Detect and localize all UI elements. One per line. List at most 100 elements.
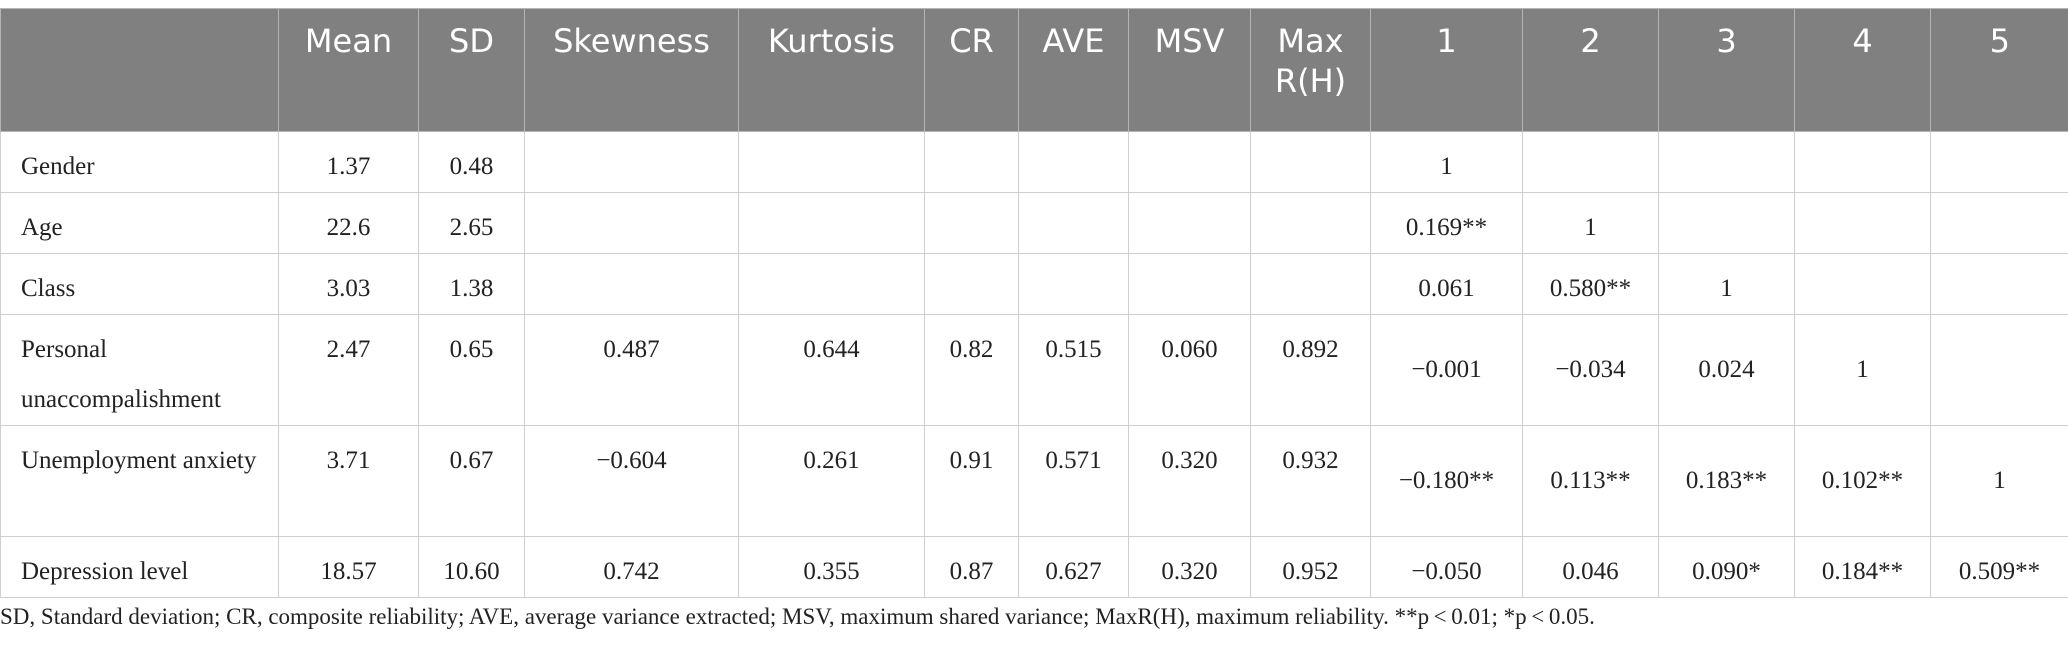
header-cell: Kurtosis [738, 8, 925, 132]
table-row: Depression level 18.57 10.60 0.742 0.355… [0, 536, 2068, 598]
table-cell [1250, 131, 1371, 193]
table-row: Personal unaccompalishment 2.47 0.65 0.4… [0, 314, 2068, 426]
table-cell: −0.001 [1370, 314, 1523, 426]
table-cell: 18.57 [278, 536, 419, 598]
table-cell: 0.952 [1250, 536, 1371, 598]
table-cell [1128, 253, 1251, 315]
table-cell: 10.60 [418, 536, 525, 598]
table-cell: 1 [1370, 131, 1523, 193]
table-cell [1128, 192, 1251, 254]
table-cell: 2.47 [278, 314, 419, 426]
table-row: Age 22.6 2.65 0.169** 1 [0, 192, 2068, 254]
table-cell: −0.034 [1522, 314, 1659, 426]
table-cell: 0.184** [1794, 536, 1931, 598]
table-cell: 0.65 [418, 314, 525, 426]
table-cell [1250, 253, 1371, 315]
header-cell [0, 8, 279, 132]
table-cell: 0.580** [1522, 253, 1659, 315]
table-cell: 0.509** [1930, 536, 2068, 598]
table-cell [1018, 192, 1129, 254]
table-cell [1794, 253, 1931, 315]
table-cell: 0.742 [524, 536, 739, 598]
table-cell: 0.571 [1018, 425, 1129, 537]
header-cell: 3 [1658, 8, 1795, 132]
row-label: Age [0, 192, 279, 254]
table-cell: 0.487 [524, 314, 739, 426]
table-cell: 0.67 [418, 425, 525, 537]
table-cell: 0.515 [1018, 314, 1129, 426]
table-cell: 0.183** [1658, 425, 1795, 537]
table-cell [1018, 253, 1129, 315]
correlation-table-container: Mean SD Skewness Kurtosis CR AVE MSV Max… [0, 8, 2068, 598]
table-cell: 0.024 [1658, 314, 1795, 426]
table-cell: 0.090* [1658, 536, 1795, 598]
table-cell: 0.892 [1250, 314, 1371, 426]
table-cell: 0.046 [1522, 536, 1659, 598]
table-cell: 0.113** [1522, 425, 1659, 537]
table-cell [1128, 131, 1251, 193]
table-cell: 2.65 [418, 192, 525, 254]
table-cell: −0.180** [1370, 425, 1523, 537]
table-cell: 0.48 [418, 131, 525, 193]
table-cell [1018, 131, 1129, 193]
header-cell: Max R(H) [1250, 8, 1371, 132]
table-cell: 22.6 [278, 192, 419, 254]
table-cell [924, 253, 1019, 315]
header-cell: 5 [1930, 8, 2068, 132]
table-cell: 0.627 [1018, 536, 1129, 598]
table-row: Class 3.03 1.38 0.061 0.580** 1 [0, 253, 2068, 315]
header-cell: 1 [1370, 8, 1523, 132]
table-cell [1250, 192, 1371, 254]
header-cell: Mean [278, 8, 419, 132]
table-cell [924, 131, 1019, 193]
table-cell [1794, 192, 1931, 254]
header-cell: 4 [1794, 8, 1931, 132]
table-footnote: SD, Standard deviation; CR, composite re… [0, 604, 1595, 629]
table-cell: 0.932 [1250, 425, 1371, 537]
table-cell [1794, 131, 1931, 193]
table-cell [924, 192, 1019, 254]
header-cell: CR [924, 8, 1019, 132]
table-cell: 0.82 [924, 314, 1019, 426]
row-label: Depression level [0, 536, 279, 598]
table-cell [524, 253, 739, 315]
header-cell: Skewness [524, 8, 739, 132]
correlation-table: Mean SD Skewness Kurtosis CR AVE MSV Max… [0, 8, 2068, 598]
row-label: Gender [0, 131, 279, 193]
header-cell: MSV [1128, 8, 1251, 132]
table-cell [738, 192, 925, 254]
table-cell: 1.37 [278, 131, 419, 193]
table-cell: 1 [1658, 253, 1795, 315]
table-cell: 1 [1522, 192, 1659, 254]
table-cell: 1 [1794, 314, 1931, 426]
table-cell [1930, 314, 2068, 426]
table-cell [1658, 192, 1795, 254]
header-cell: 2 [1522, 8, 1659, 132]
table-cell: 0.102** [1794, 425, 1931, 537]
table-cell: −0.050 [1370, 536, 1523, 598]
table-cell: 0.87 [924, 536, 1019, 598]
table-cell: 0.320 [1128, 536, 1251, 598]
table-cell: 0.261 [738, 425, 925, 537]
table-cell [1930, 131, 2068, 193]
table-cell: −0.604 [524, 425, 739, 537]
table-cell: 3.71 [278, 425, 419, 537]
table-cell: 0.355 [738, 536, 925, 598]
table-cell: 1 [1930, 425, 2068, 537]
table-cell [524, 192, 739, 254]
table-cell [738, 131, 925, 193]
table-cell: 0.169** [1370, 192, 1523, 254]
row-label: Unemployment anxiety [0, 425, 279, 537]
table-cell: 0.91 [924, 425, 1019, 537]
table-cell [1930, 192, 2068, 254]
row-label: Class [0, 253, 279, 315]
table-cell: 0.644 [738, 314, 925, 426]
table-cell [1930, 253, 2068, 315]
table-cell: 0.060 [1128, 314, 1251, 426]
table-cell: 1.38 [418, 253, 525, 315]
table-cell [1658, 131, 1795, 193]
table-cell [738, 253, 925, 315]
table-cell: 3.03 [278, 253, 419, 315]
table-row: Gender 1.37 0.48 1 [0, 131, 2068, 193]
header-cell: AVE [1018, 8, 1129, 132]
